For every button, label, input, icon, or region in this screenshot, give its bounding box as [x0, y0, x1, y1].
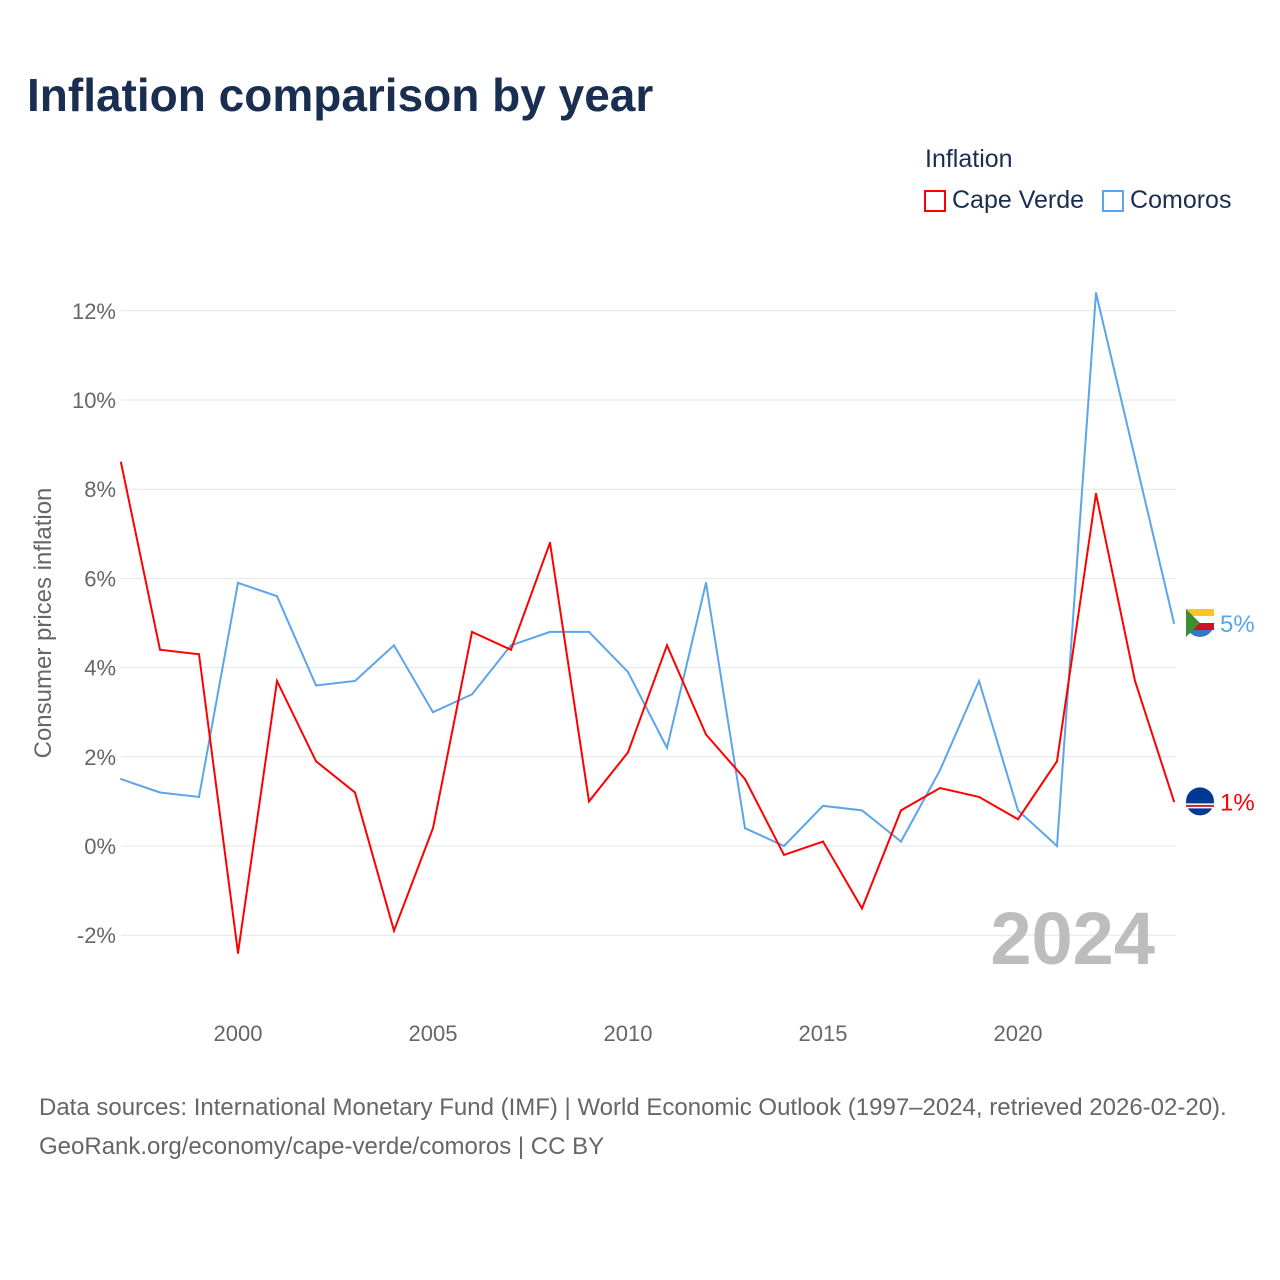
x-tick-label: 2000 [214, 1021, 263, 1046]
data-point [198, 795, 200, 798]
data-point [627, 751, 629, 754]
y-tick-label: 2% [84, 745, 116, 770]
data-point [432, 711, 434, 714]
data-point [1134, 679, 1136, 682]
y-tick-label: 0% [84, 834, 116, 859]
data-point [510, 648, 512, 651]
data-point [471, 630, 473, 633]
data-point [315, 760, 317, 763]
flag-icon [1186, 609, 1214, 637]
legend: Cape Verde Comoros [924, 186, 1231, 215]
x-tick-label: 2010 [604, 1021, 653, 1046]
data-point [744, 827, 746, 830]
data-point [588, 630, 590, 633]
data-point [1017, 809, 1019, 812]
y-tick-label: 8% [84, 477, 116, 502]
data-sources: Data sources: International Monetary Fun… [39, 1094, 1227, 1121]
y-axis-label: Consumer prices inflation [30, 488, 57, 759]
data-point [120, 778, 122, 781]
data-point [939, 787, 941, 790]
data-point [393, 644, 395, 647]
data-point [627, 671, 629, 674]
data-point [120, 461, 122, 464]
series-line-comoros [120, 292, 1175, 849]
data-point [939, 769, 941, 772]
legend-item-comoros[interactable]: Comoros [1102, 186, 1231, 215]
data-point [822, 840, 824, 843]
data-point [237, 952, 239, 955]
data-point [237, 581, 239, 584]
x-tick-label: 2015 [799, 1021, 848, 1046]
data-point [549, 630, 551, 633]
y-tick-label: 6% [84, 566, 116, 591]
data-point [978, 679, 980, 682]
legend-swatch-cape-verde [924, 189, 946, 212]
data-point [1095, 291, 1097, 294]
data-point [276, 679, 278, 682]
data-point [315, 684, 317, 687]
data-point [354, 791, 356, 794]
data-point [705, 733, 707, 736]
series-line-cape-verde [120, 462, 1175, 954]
data-point [1173, 622, 1175, 624]
data-point [744, 778, 746, 781]
line-chart: -2%0%2%4%6%8%10%12%2000 2005 2010 2015 2020 … [30, 291, 1255, 1046]
data-point [471, 693, 473, 696]
data-point [1095, 492, 1097, 495]
data-point [666, 746, 668, 749]
page-title: Inflation comparison by year [27, 69, 654, 121]
data-point [354, 679, 356, 682]
data-point [588, 800, 590, 803]
x-tick-label: 2005 [409, 1021, 458, 1046]
data-point [705, 581, 707, 584]
y-tick-label: 4% [84, 656, 116, 681]
end-value-label: 1% [1220, 789, 1255, 816]
data-point [666, 644, 668, 647]
data-point [432, 827, 434, 830]
data-point [783, 845, 785, 847]
data-point [1056, 760, 1058, 763]
footer: Data sources: International Monetary Fun… [39, 1088, 1249, 1166]
data-point [549, 541, 551, 544]
data-point [159, 648, 161, 651]
data-point [1134, 456, 1136, 459]
data-point [861, 907, 863, 910]
source-link[interactable]: GeoRank.org/economy/cape-verde/comoros |… [39, 1133, 605, 1160]
data-point [1017, 818, 1019, 821]
data-point [900, 840, 902, 843]
flag-icon [1186, 787, 1214, 816]
data-point [861, 809, 863, 812]
legend-title: Inflation [925, 145, 1013, 173]
data-point [1056, 845, 1058, 847]
data-point [198, 653, 200, 656]
end-value-label: 5% [1220, 611, 1255, 638]
data-point [900, 809, 902, 812]
y-tick-label: -2% [77, 923, 116, 948]
x-tick-label: 2020 [994, 1021, 1043, 1046]
year-watermark: 2024 [990, 897, 1155, 980]
data-point [276, 595, 278, 598]
legend-label: Cape Verde [952, 186, 1085, 214]
data-point [1173, 800, 1175, 803]
legend-label: Comoros [1130, 186, 1232, 214]
data-point [978, 795, 980, 798]
legend-swatch-comoros [1102, 189, 1125, 212]
data-point [822, 804, 824, 807]
y-tick-label: 12% [72, 299, 116, 324]
y-tick-label: 10% [72, 388, 116, 413]
data-point [159, 791, 161, 794]
data-point [393, 929, 395, 932]
data-point [783, 853, 785, 856]
legend-item-cape-verde[interactable]: Cape Verde [924, 186, 1084, 215]
